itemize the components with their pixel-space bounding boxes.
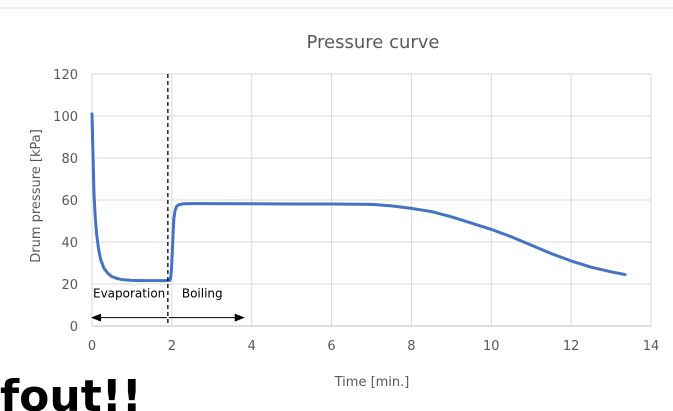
x-tick-label: 14 bbox=[643, 339, 660, 354]
x-tick-label: 2 bbox=[168, 339, 176, 354]
y-axis-title: Drum pressure [kPa] bbox=[29, 129, 44, 263]
chart-title: Pressure curve bbox=[306, 32, 439, 53]
x-tick-label: 12 bbox=[563, 339, 580, 354]
y-tick-label: 40 bbox=[61, 236, 78, 251]
grid-layer bbox=[91, 73, 652, 326]
x-tick-label: 4 bbox=[248, 339, 256, 354]
y-tick-label: 20 bbox=[61, 278, 78, 293]
x-tick-label: 0 bbox=[88, 339, 96, 354]
y-tick-label: 80 bbox=[61, 152, 78, 167]
x-tick-label: 10 bbox=[483, 339, 500, 354]
y-tick-label: 120 bbox=[53, 68, 78, 83]
evaporation-label: Evaporation bbox=[93, 287, 165, 301]
series-line-drum-pressure bbox=[90, 112, 627, 283]
x-tick-label: 8 bbox=[407, 339, 415, 354]
y-tick-label: 60 bbox=[61, 194, 78, 209]
y-tick-label: 100 bbox=[53, 110, 78, 125]
y-tick-label: 0 bbox=[70, 320, 78, 335]
boiling-label: Boiling bbox=[182, 287, 223, 301]
annotation-layer: Evaporation Boiling bbox=[91, 74, 245, 326]
x-tick-label: 6 bbox=[327, 339, 335, 354]
axis-layer: 0 20 40 60 80 100 120 0 2 4 6 8 10 12 14 bbox=[53, 68, 659, 354]
cut-off-heading-text: fout!! bbox=[0, 371, 142, 411]
series-layer bbox=[90, 112, 627, 283]
x-axis-title: Time [min.] bbox=[334, 375, 410, 390]
